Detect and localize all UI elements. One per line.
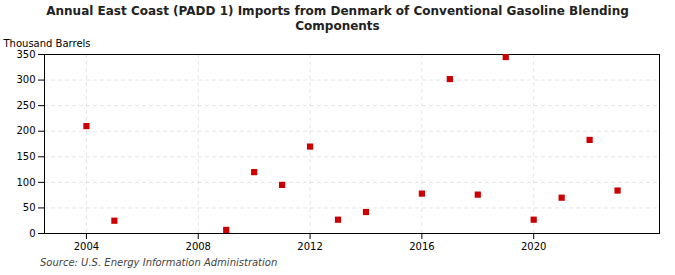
svg-text:0: 0 <box>29 228 35 239</box>
svg-text:350: 350 <box>16 49 35 60</box>
svg-text:2020: 2020 <box>521 241 546 252</box>
svg-text:100: 100 <box>16 177 35 188</box>
svg-text:50: 50 <box>23 202 36 213</box>
svg-text:2008: 2008 <box>186 241 211 252</box>
svg-text:150: 150 <box>16 151 35 162</box>
html-text:Source: U.S. Energy Informatio: Source: U.S. Energy Information Administ… <box>40 257 278 268</box>
svg-text:200: 200 <box>16 125 35 136</box>
svg-text:2004: 2004 <box>74 241 99 252</box>
svg-text:2016: 2016 <box>409 241 434 252</box>
svg-text:250: 250 <box>16 100 35 111</box>
html-text:Annual East Coast (PADD 1) Imp: Annual East Coast (PADD 1) Imports from … <box>46 4 629 33</box>
svg-text:300: 300 <box>16 74 35 85</box>
svg-text:Thousand Barrels: Thousand Barrels <box>3 38 91 49</box>
svg-text:2012: 2012 <box>297 241 322 252</box>
